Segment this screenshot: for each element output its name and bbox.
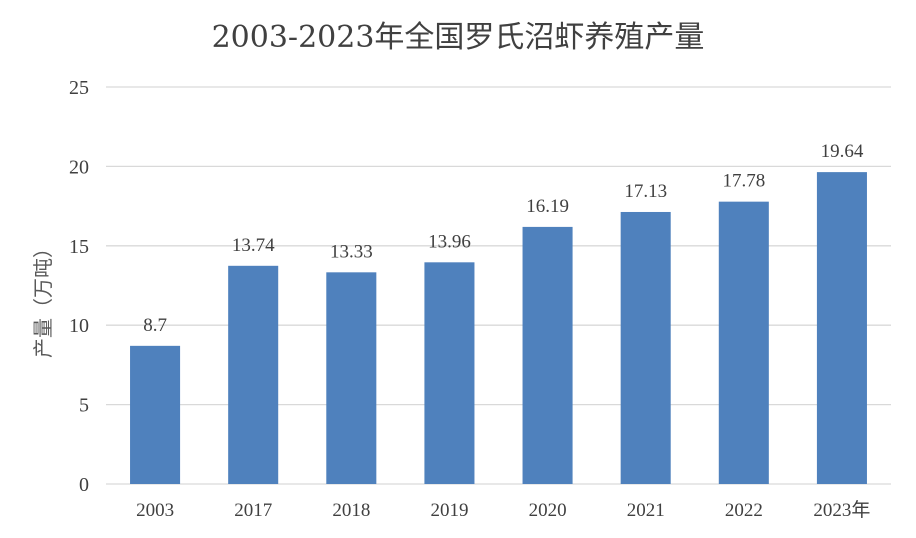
data-label: 17.78 [722,171,765,192]
bars [130,172,867,485]
y-axis-title: 产量（万吨） [31,238,55,358]
gridlines [106,86,891,485]
bar [130,345,181,484]
data-label: 19.64 [821,141,864,162]
data-label: 13.96 [428,231,471,252]
bar [522,226,573,484]
data-label: 8.7 [143,315,167,336]
y-axis-ticks: 0 5 10 15 20 25 [69,77,89,496]
x-tick-label: 2021 [627,500,665,521]
x-tick-label: 2020 [529,500,567,521]
x-tick-label: 2018 [332,500,370,521]
y-tick-label: 25 [69,77,89,99]
x-axis-ticks: 2003 2017 2018 2019 2020 2021 2022 2023年 [136,499,870,521]
x-tick-label: 2022 [725,500,763,521]
data-label: 13.33 [330,241,373,262]
bar [424,262,475,484]
x-tick-label: 2019 [430,500,468,521]
y-tick-label: 5 [79,395,89,417]
data-labels: 8.7 13.74 13.33 13.96 16.19 17.13 17.78 19.64 [143,141,864,336]
bar [326,272,377,484]
x-tick-label: 2003 [136,500,174,521]
y-tick-label: 15 [69,236,89,258]
x-tick-label: 2023年 [813,499,870,521]
data-label: 17.13 [624,181,667,202]
y-tick-label: 20 [69,156,89,178]
bar [620,211,671,485]
y-tick-label: 10 [69,315,89,337]
chart-title: 2003-2023年全国罗氏沼虾养殖产量 [212,20,705,55]
bar [718,201,769,484]
y-tick-label: 0 [79,474,89,496]
data-label: 16.19 [526,196,569,217]
x-tick-label: 2017 [234,500,272,521]
bar [228,265,279,484]
bar [816,172,867,484]
data-label: 13.74 [232,235,275,256]
